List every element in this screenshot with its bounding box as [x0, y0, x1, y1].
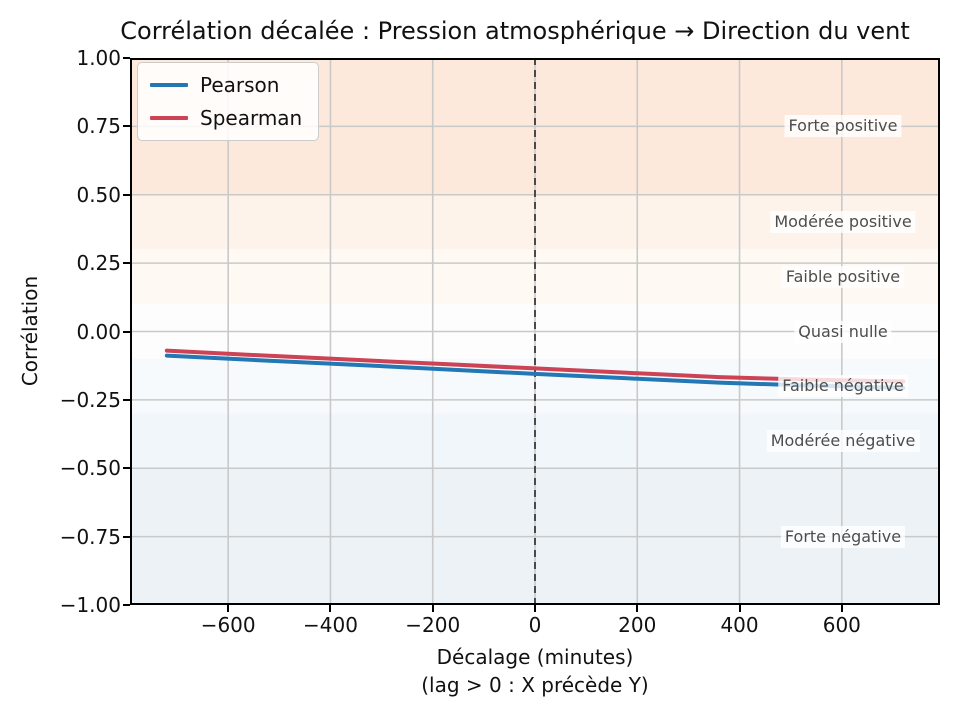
y-axis-label: Corrélation: [18, 275, 42, 387]
legend-label-spearman: Spearman: [200, 106, 303, 130]
y-tick-mark: [123, 330, 130, 333]
legend-swatch-pearson-line: [150, 83, 188, 87]
legend-item-pearson: Pearson: [150, 72, 302, 98]
band-label: Forte positive: [784, 115, 902, 138]
x-tick-mark: [840, 605, 843, 612]
y-tick-label: 0.75: [76, 114, 121, 139]
y-tick-mark: [123, 535, 130, 538]
y-tick-label: 0.25: [76, 251, 121, 276]
x-axis-label: Décalage (minutes): [436, 645, 634, 669]
band-label: Faible négative: [778, 375, 908, 398]
plot-area: Forte positive Modérée positive Faible pos…: [130, 58, 940, 605]
y-tick-mark: [123, 57, 130, 59]
x-tick-mark: [636, 605, 639, 612]
x-tick-mark: [431, 605, 434, 612]
x-tick-label: −400: [302, 613, 358, 637]
legend-item-spearman: Spearman: [150, 105, 302, 131]
x-tick-label: 0: [528, 613, 542, 637]
y-tick-mark: [123, 467, 130, 470]
y-tick-label: −0.50: [59, 456, 121, 481]
chart-title: Corrélation décalée : Pression atmosphér…: [120, 17, 910, 45]
x-tick-mark: [738, 605, 741, 612]
band-label: Modérée négative: [766, 429, 920, 452]
x-tick-mark: [534, 605, 536, 612]
y-tick-mark: [123, 125, 130, 128]
y-tick-label: 0.50: [76, 182, 121, 207]
y-tick-label: −0.75: [59, 524, 121, 549]
y-tick-label: 0.00: [76, 319, 121, 344]
y-tick-label: 1.00: [76, 46, 121, 70]
x-tick-label: −200: [405, 613, 461, 637]
y-tick-mark: [123, 604, 130, 606]
band-label: Faible positive: [781, 265, 905, 288]
band-label: Quasi nulle: [794, 320, 892, 343]
y-tick-mark: [123, 262, 130, 265]
x-tick-mark: [329, 605, 332, 612]
band-label: Modérée positive: [770, 211, 916, 234]
x-tick-label: 600: [822, 613, 861, 637]
y-tick-mark: [123, 398, 130, 401]
x-tick-label: −600: [200, 613, 256, 637]
x-axis-sublabel: (lag > 0 : X précède Y): [421, 673, 649, 697]
y-tick-mark: [123, 193, 130, 196]
plot-border: [130, 58, 940, 605]
x-tick-label: 200: [618, 613, 657, 637]
y-tick-label: −1.00: [59, 593, 121, 617]
band-label: Forte négative: [780, 525, 906, 548]
legend: Pearson Spearman: [137, 62, 320, 141]
legend-swatch-spearman-line: [150, 116, 188, 120]
x-tick-mark: [227, 605, 230, 612]
y-tick-label: −0.25: [59, 387, 121, 412]
x-tick-label: 400: [720, 613, 759, 637]
legend-label-pearson: Pearson: [200, 73, 280, 97]
